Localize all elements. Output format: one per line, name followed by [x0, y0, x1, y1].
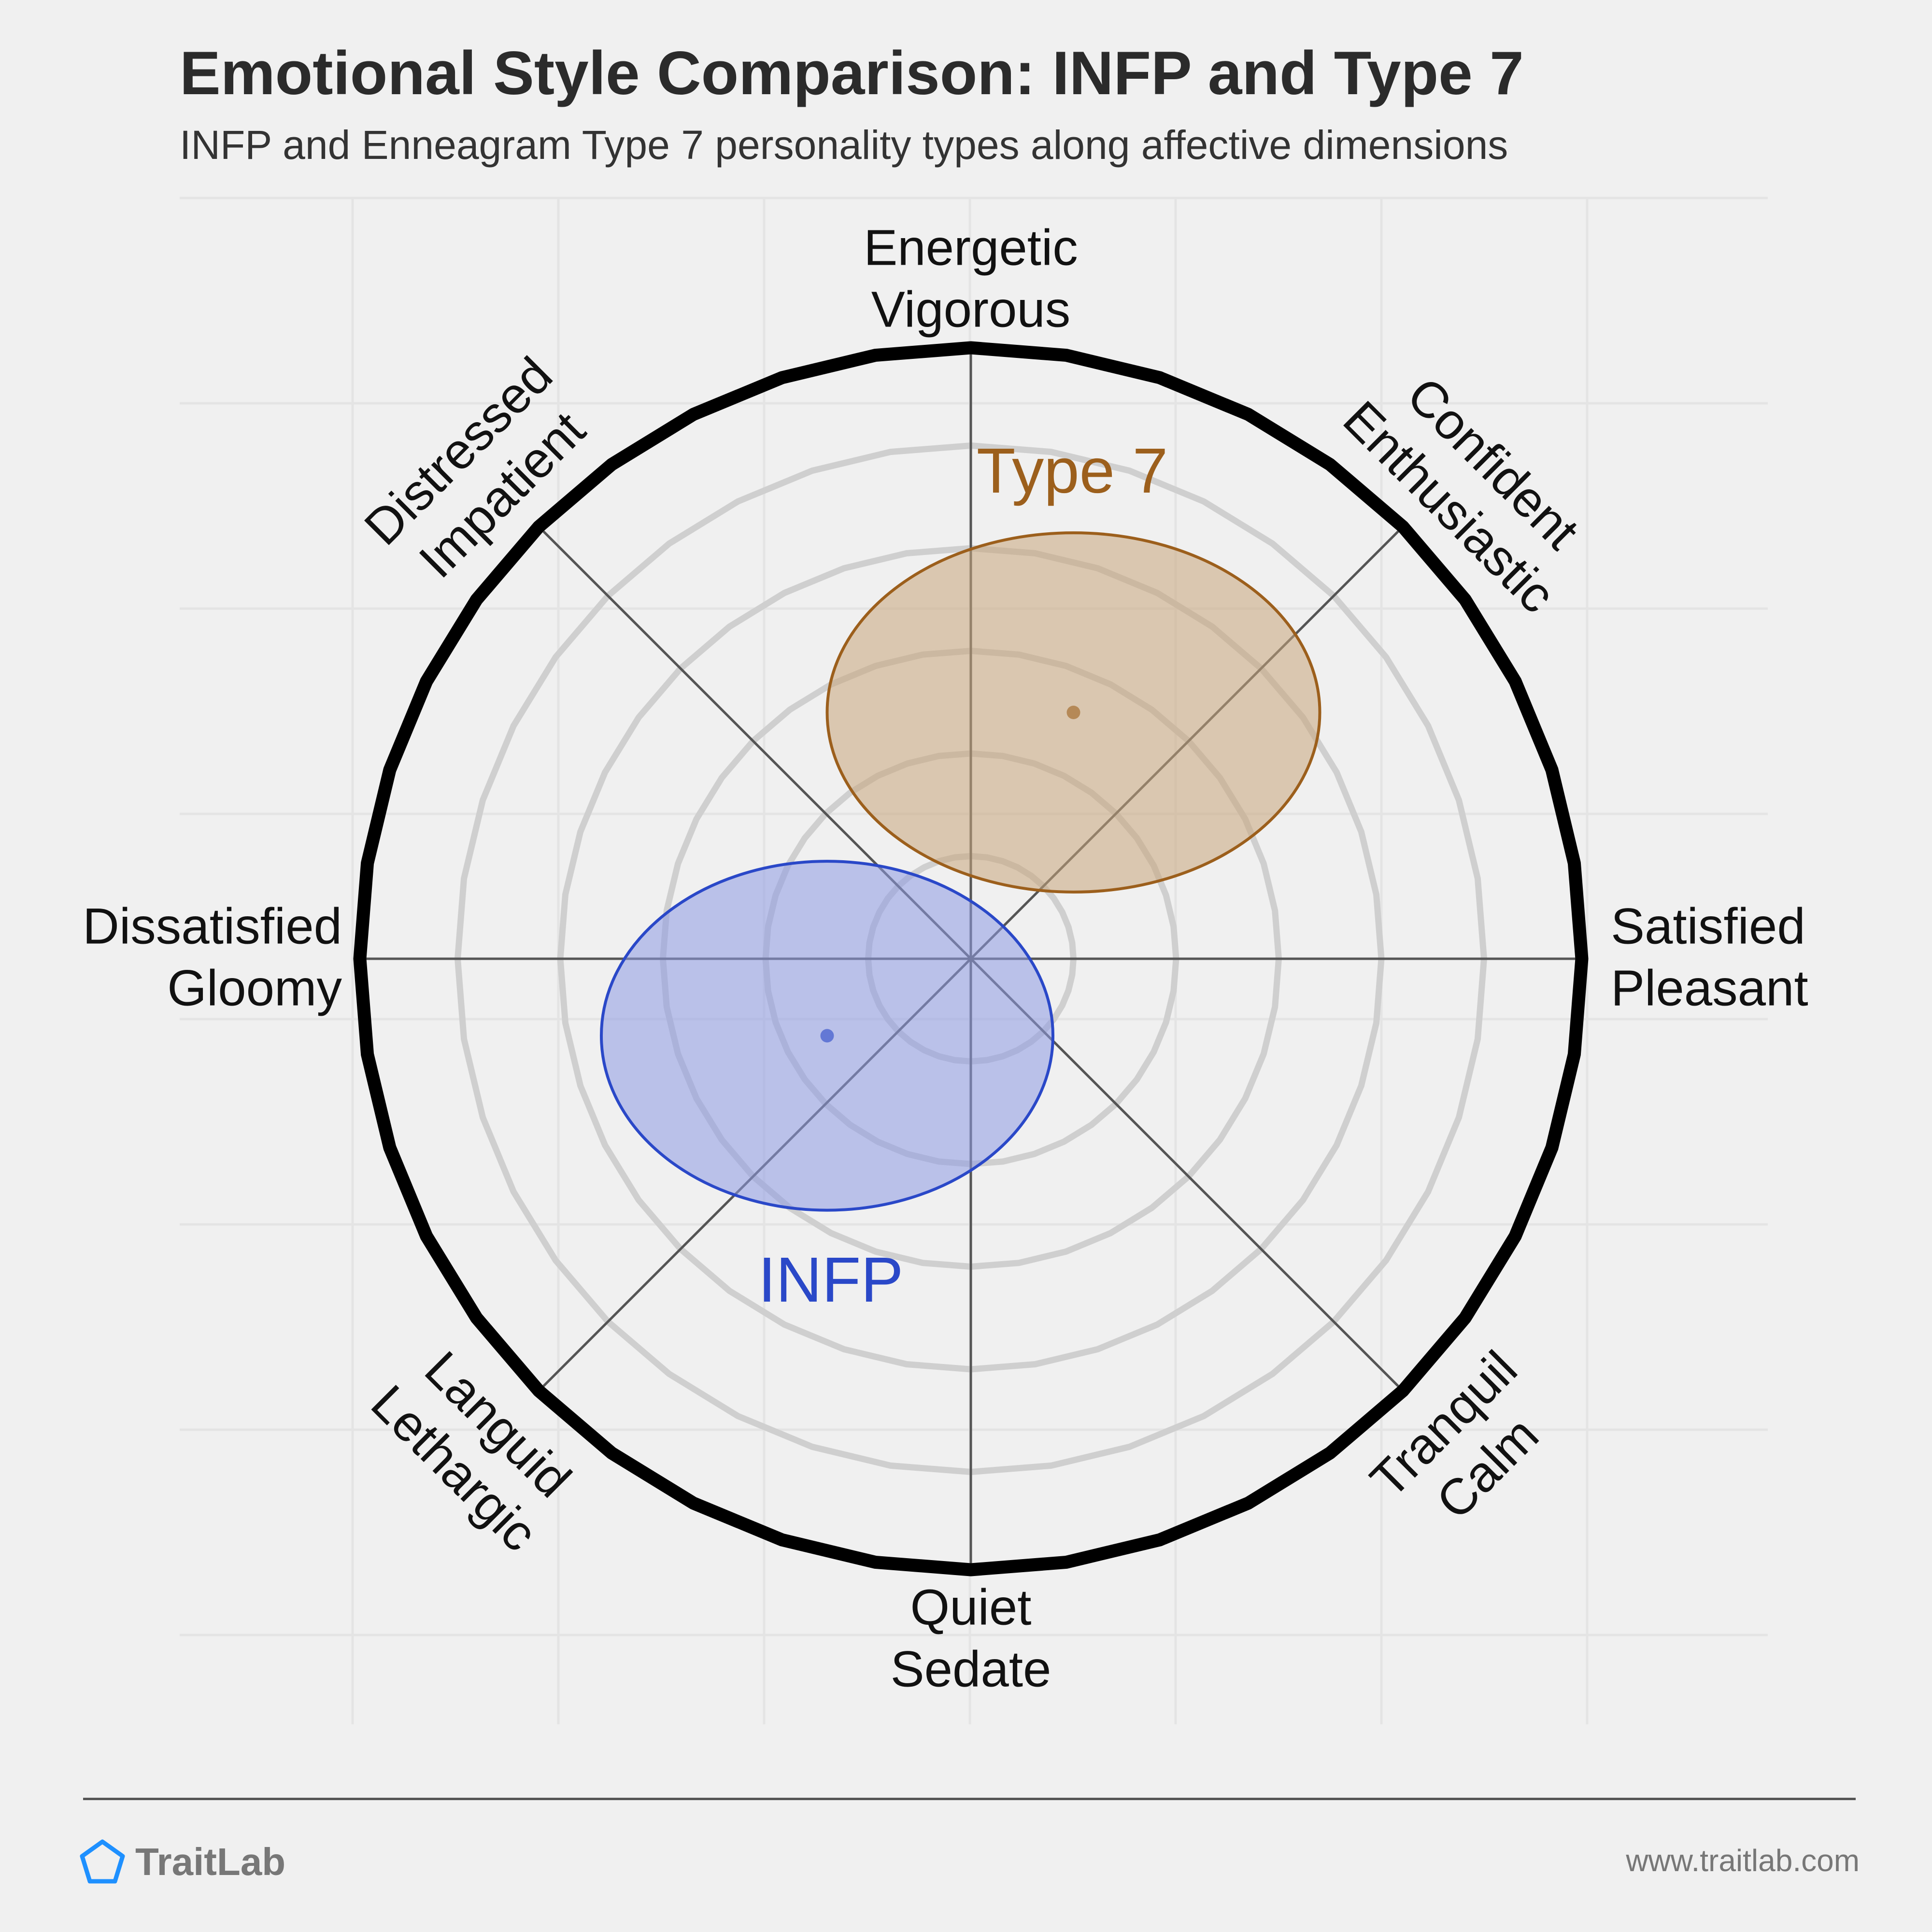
brand-name: TraitLab — [135, 1840, 286, 1883]
axis-label-line: Vigorous — [871, 282, 1071, 338]
pentagon-icon — [80, 1839, 125, 1884]
chart-title: Emotional Style Comparison: INFP and Typ… — [180, 39, 1524, 107]
outer-boundary — [353, 341, 1589, 1577]
axis-label-line: Dissatisfied — [83, 898, 342, 955]
series-label-type-7: Type 7 — [977, 435, 1168, 506]
axis-label-top: Energetic Vigorous — [864, 220, 1078, 338]
axis-label-line: Satisfied — [1611, 898, 1805, 955]
point-infp — [820, 1029, 834, 1043]
axis-label-line: Quiet — [910, 1579, 1032, 1636]
footer-divider — [83, 1798, 1856, 1800]
axis-label-line: Gloomy — [167, 960, 342, 1017]
chart-subtitle: INFP and Enneagram Type 7 personality ty… — [180, 122, 1508, 168]
footer-url[interactable]: www.traitlab.com — [1626, 1843, 1860, 1878]
axis-label-line: Pleasant — [1611, 960, 1808, 1017]
axis-label-line: Energetic — [864, 220, 1078, 276]
point-type-7 — [1066, 706, 1080, 719]
brand-logo[interactable]: TraitLab — [78, 1835, 285, 1889]
series-label-infp: INFP — [758, 1244, 904, 1315]
axis-label-line: Sedate — [891, 1641, 1051, 1698]
